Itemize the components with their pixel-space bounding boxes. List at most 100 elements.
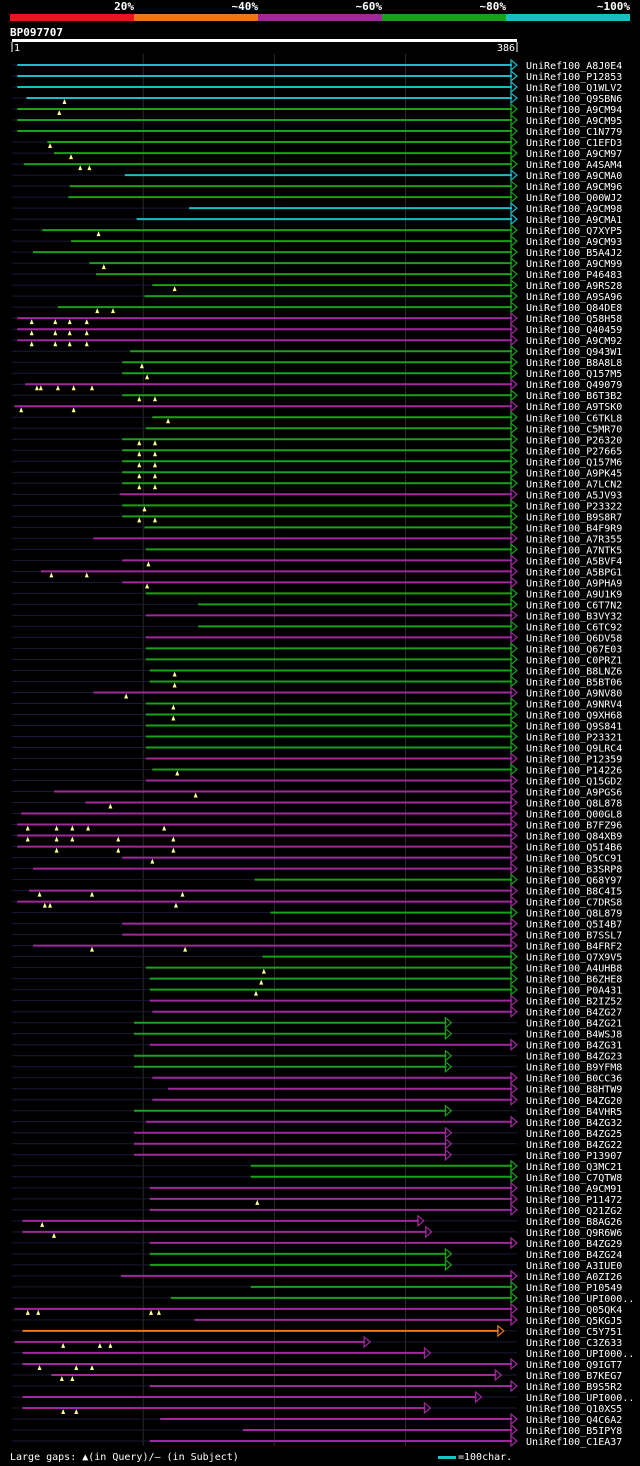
hit-label: UniRef100_A4UHB8 [526, 964, 622, 975]
gap-marker [172, 671, 177, 677]
hit-label: UniRef100_B6T3B2 [526, 391, 622, 402]
gap-marker [29, 330, 34, 336]
hit-label: UniRef100_A9CM94 [526, 105, 622, 116]
hit-label: UniRef100_B6ZHE8 [526, 975, 622, 986]
gap-marker [145, 583, 150, 589]
gap-marker [61, 1342, 66, 1348]
hit-arrow [510, 950, 518, 963]
hit-label: UniRef100_Q943W1 [526, 347, 622, 358]
gap-marker [172, 682, 177, 688]
gap-marker [101, 264, 106, 270]
hit-label: UniRef100_B9S5R2 [526, 1382, 622, 1393]
hit-arrow [510, 146, 518, 160]
gap-marker [62, 99, 67, 105]
hit-arrow [494, 1368, 503, 1382]
hit-arrow [510, 1291, 518, 1305]
hit-label: UniRef100_A5BPG1 [526, 567, 622, 578]
gap-marker [137, 462, 142, 468]
hit-label: UniRef100_B8LNZ6 [526, 666, 622, 677]
gap-marker [90, 891, 95, 897]
hit-label: UniRef100_B9YFM8 [526, 1063, 622, 1074]
hit-arrow [510, 388, 518, 402]
gap-marker [49, 572, 54, 578]
gap-marker [74, 1364, 79, 1370]
hit-label: UniRef100_A9NV80 [526, 688, 622, 699]
gap-marker [152, 440, 157, 446]
hit-arrow [510, 1280, 518, 1294]
ruler-end-label: 386 [497, 43, 515, 54]
hit-label: UniRef100_P46483 [526, 270, 622, 281]
hit-arrow [510, 598, 518, 611]
gap-marker [37, 891, 42, 897]
hit-arrow [510, 102, 518, 116]
gap-marker [55, 385, 60, 391]
gap-marker [171, 847, 176, 853]
gap-marker [137, 440, 142, 446]
hit-arrow [510, 344, 518, 358]
hit-arrow [510, 1379, 518, 1393]
hit-label: UniRef100_A9CM91 [526, 1184, 622, 1195]
hit-label: UniRef100_P23321 [526, 732, 622, 743]
gap-marker [171, 836, 176, 842]
gap-marker [142, 506, 147, 512]
hit-label: UniRef100_A9CM97 [526, 149, 622, 160]
gap-marker [87, 165, 92, 171]
hit-arrow [510, 785, 518, 798]
hit-label: UniRef100_B4ZG29 [526, 1239, 622, 1250]
gap-marker [137, 473, 142, 479]
hit-arrow [510, 499, 518, 512]
gap-marker [86, 825, 91, 831]
hit-label: UniRef100_B4ZG23 [526, 1052, 622, 1063]
gap-marker [74, 1408, 79, 1414]
hit-arrow [510, 421, 518, 435]
hit-arrow [510, 311, 518, 325]
percent-label: ~100% [596, 0, 630, 13]
hit-arrow [510, 223, 518, 237]
hit-label: UniRef100_A9CM95 [526, 116, 622, 127]
gap-marker [173, 902, 178, 908]
hit-label: UniRef100_Q84DE8 [526, 303, 622, 314]
hit-arrow [510, 796, 518, 809]
gap-marker [61, 1408, 66, 1414]
hit-arrow [510, 322, 518, 336]
hit-arrow [510, 587, 518, 600]
gap-marker [150, 858, 155, 864]
hit-label: UniRef100_A9PK45 [526, 468, 622, 479]
gap-marker [70, 1375, 75, 1381]
hit-label: UniRef100_Q15GD2 [526, 777, 622, 788]
hit-arrow [510, 620, 518, 633]
percent-label: 20% [114, 0, 134, 13]
hit-label: UniRef100_P27665 [526, 446, 622, 457]
gap-marker [84, 330, 89, 336]
hit-label: UniRef100_C5MR70 [526, 424, 622, 435]
hit-label: UniRef100_Q157M5 [526, 369, 622, 380]
hit-arrow [510, 113, 518, 127]
scale-text: =100char. [458, 1452, 513, 1463]
hit-arrow [510, 1159, 518, 1173]
gap-marker [152, 473, 157, 479]
hit-arrow [510, 686, 518, 699]
hit-arrow [510, 763, 518, 776]
hit-label: UniRef100_A7LCN2 [526, 479, 622, 490]
hit-label: UniRef100_A9CM96 [526, 182, 622, 193]
hit-label: UniRef100_P12853 [526, 72, 622, 83]
gap-marker [69, 154, 74, 160]
gap-marker [90, 946, 95, 952]
hit-label: UniRef100_Q9XH68 [526, 710, 622, 721]
hit-label: UniRef100_A9CMA0 [526, 171, 622, 182]
gap-marker [53, 319, 58, 325]
hit-label: UniRef100_Q21ZG2 [526, 1206, 622, 1217]
gap-marker [70, 836, 75, 842]
hit-arrow [510, 1412, 518, 1426]
gap-marker [67, 330, 72, 336]
legend-segment [258, 14, 382, 21]
hit-label: UniRef100_Q9LRC4 [526, 743, 622, 754]
hit-label: UniRef100_C7QTW8 [526, 1173, 622, 1184]
hit-arrow [510, 884, 518, 897]
gap-marker [137, 451, 142, 457]
gap-marker [54, 836, 59, 842]
hit-label: UniRef100_P11472 [526, 1195, 622, 1206]
hit-label: UniRef100_A0ZI26 [526, 1272, 622, 1283]
hit-arrow [510, 719, 518, 732]
